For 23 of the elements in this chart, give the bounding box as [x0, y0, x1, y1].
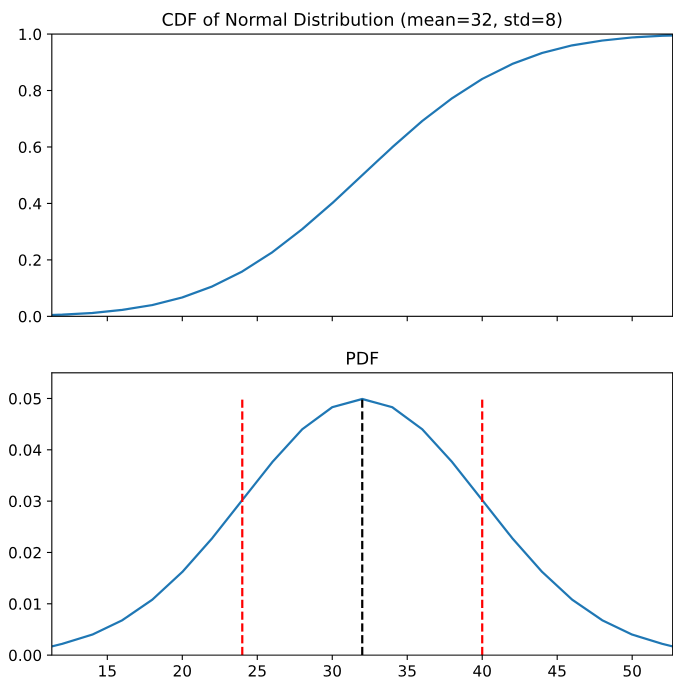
y-tick-label: 0.00: [9, 650, 42, 662]
y-tick-label: 0.01: [9, 598, 41, 610]
line-series: [52, 398, 673, 648]
y-tick-label: 0.04: [9, 444, 42, 456]
y-tick-label: 0.4: [18, 198, 42, 210]
y-tick-label: 0.02: [9, 546, 41, 558]
x-tick-label: 25: [248, 665, 266, 677]
y-tick-label: 0.05: [9, 392, 41, 404]
chart-title: CDF of Normal Distribution (mean=32, std=8): [162, 12, 562, 28]
x-tick-label: 40: [473, 665, 491, 677]
y-tick-label: 0.6: [18, 141, 42, 153]
y-tick-label: 0.8: [18, 84, 42, 97]
x-tick-label: 30: [324, 665, 341, 677]
x-tick-label: 20: [174, 665, 191, 677]
x-tick-label: 50: [624, 665, 641, 677]
x-tick-label: 45: [548, 665, 566, 677]
y-tick-label: 0.2: [18, 254, 41, 266]
y-tick-label: 1.0: [19, 28, 42, 40]
y-tick-label: 0.03: [9, 496, 41, 508]
x-tick-label: 35: [398, 665, 416, 677]
y-tick-label: 0.0: [18, 310, 42, 322]
chart-title: PDF: [347, 352, 378, 364]
x-tick-label: 15: [99, 665, 116, 677]
